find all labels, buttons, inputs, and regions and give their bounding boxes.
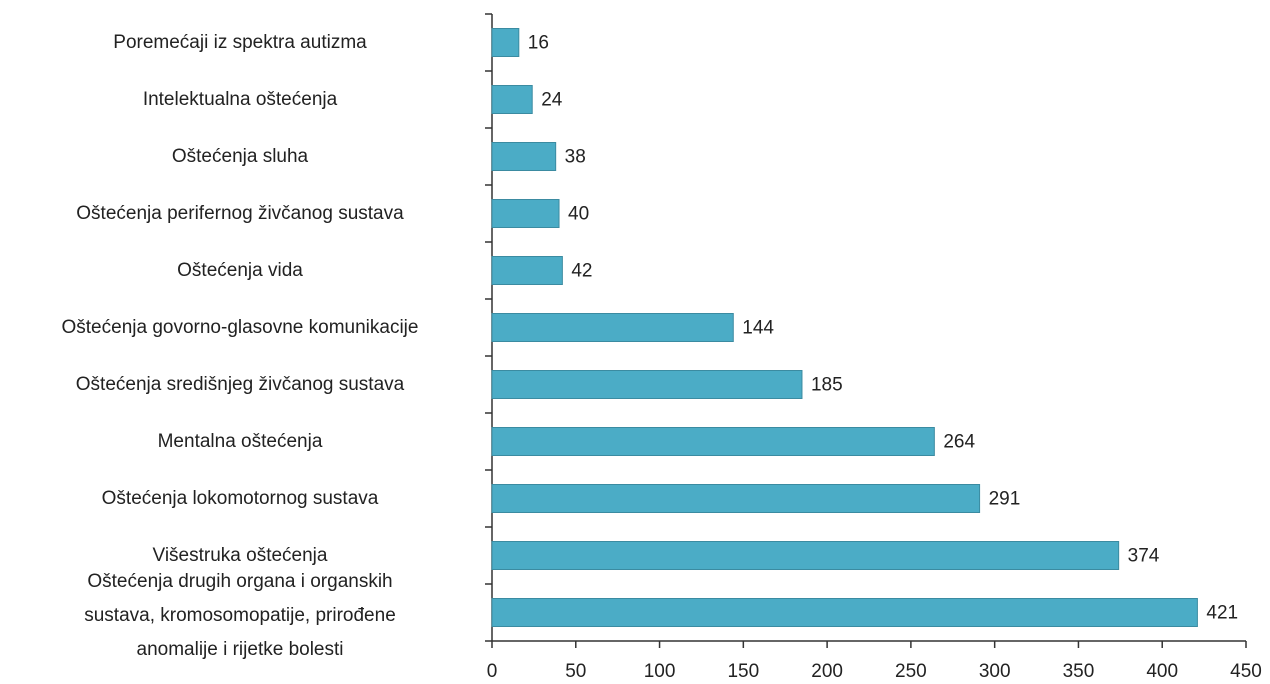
bar: [491, 484, 981, 513]
category-label: Oštećenja sluha: [171, 145, 309, 167]
category-label: Oštećenja perifernog živčanog sustava: [76, 202, 404, 224]
x-tick-label: 250: [895, 661, 927, 682]
value-label: 185: [811, 375, 843, 396]
bar: [491, 85, 533, 114]
value-label: 374: [1128, 546, 1160, 567]
category-label: Intelektualna oštećenja: [142, 88, 338, 110]
value-label: 38: [565, 147, 586, 168]
bar: [491, 598, 1198, 627]
bar: [491, 370, 803, 399]
value-label: 16: [528, 33, 549, 54]
category-label: Poremećaji iz spektra autizma: [113, 31, 367, 53]
category-label: Oštećenja lokomotornog sustava: [101, 487, 379, 509]
x-tick-label: 400: [1146, 661, 1178, 682]
value-label: 24: [541, 90, 563, 111]
category-label: Oštećenja središnjeg živčanog sustava: [75, 373, 405, 395]
x-tick-label: 450: [1230, 661, 1262, 682]
x-tick-label: 350: [1063, 661, 1095, 682]
bar: [491, 199, 560, 228]
value-label: 144: [742, 318, 774, 339]
bar: [491, 541, 1120, 570]
bar: [491, 142, 557, 171]
value-label: 42: [571, 261, 592, 282]
category-label: Višestruka oštećenja: [152, 544, 328, 566]
x-tick-label: 200: [811, 661, 843, 682]
x-tick-label: 100: [644, 661, 676, 682]
category-label: Mentalna oštećenja: [157, 430, 323, 452]
bar: [491, 28, 520, 57]
category-label: Oštećenja vida: [177, 259, 303, 281]
bar: [491, 313, 734, 342]
x-tick-label: 0: [487, 661, 498, 682]
category-label: Oštećenja govorno-glasovne komunikacije: [61, 316, 419, 338]
x-tick-label: 150: [727, 661, 759, 682]
bar: [491, 427, 935, 456]
value-label: 264: [943, 432, 975, 453]
value-label: 40: [568, 204, 589, 225]
x-tick-label: 300: [979, 661, 1011, 682]
x-tick-label: 50: [565, 661, 586, 682]
value-label: 291: [989, 489, 1021, 510]
category-label: Oštećenja drugih organa i organskih sust…: [84, 570, 396, 660]
value-label: 421: [1206, 603, 1238, 624]
bar: [491, 256, 563, 285]
